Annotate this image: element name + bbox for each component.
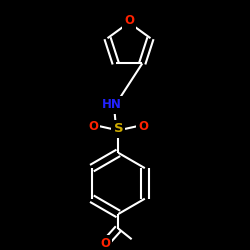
Text: HN: HN [102,98,122,112]
Text: O: O [124,14,134,27]
Text: O: O [88,120,98,133]
Text: O: O [100,237,110,250]
Text: O: O [138,120,148,133]
Text: S: S [114,122,123,136]
